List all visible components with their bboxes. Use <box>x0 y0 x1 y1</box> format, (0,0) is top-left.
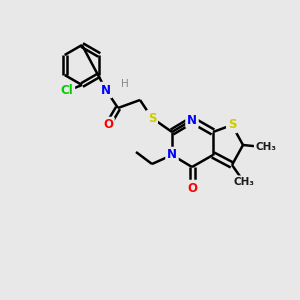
Text: N: N <box>101 83 111 97</box>
Text: O: O <box>103 118 113 131</box>
Text: O: O <box>187 182 197 194</box>
Text: N: N <box>167 148 177 161</box>
Text: CH₃: CH₃ <box>256 142 277 152</box>
Text: CH₃: CH₃ <box>233 177 254 187</box>
Text: S: S <box>148 112 156 124</box>
Text: Cl: Cl <box>61 85 74 98</box>
Text: H: H <box>121 79 129 89</box>
Text: N: N <box>187 113 197 127</box>
Text: S: S <box>228 118 236 131</box>
